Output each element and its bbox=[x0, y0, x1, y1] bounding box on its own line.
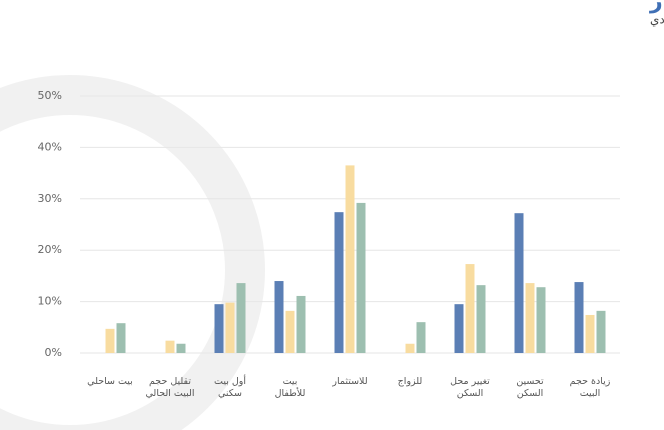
x-tick-label: بيت للأطفال bbox=[274, 376, 306, 399]
bar bbox=[116, 323, 126, 353]
x-tick-label: تغيير محل السكن bbox=[450, 376, 490, 399]
bar bbox=[574, 282, 584, 353]
bar bbox=[105, 328, 115, 353]
bar bbox=[454, 304, 464, 353]
x-tick-label: تحسين السكن bbox=[516, 376, 544, 399]
bar bbox=[356, 202, 366, 353]
y-tick-label: 20% bbox=[38, 243, 62, 256]
bar bbox=[285, 310, 295, 353]
bar bbox=[525, 283, 535, 353]
bar bbox=[514, 213, 524, 353]
bar bbox=[405, 343, 415, 353]
x-tick-label: للزواج bbox=[397, 376, 423, 387]
y-tick-label: 30% bbox=[38, 192, 62, 205]
chart-title: الغرض من شراء العقار bbox=[649, 0, 664, 14]
bar bbox=[416, 322, 426, 353]
bar bbox=[536, 287, 546, 353]
bar bbox=[334, 212, 344, 353]
x-tick-label: زيادة حجم البيت bbox=[569, 376, 611, 399]
x-tick-label: بيت ساحلي bbox=[87, 376, 133, 387]
chart-subtitle: (ما الهدف من شراء الوحدة العقارية؟ ( الت… bbox=[650, 13, 664, 28]
bar bbox=[165, 340, 175, 353]
watermark bbox=[0, 75, 265, 430]
bar bbox=[345, 165, 355, 353]
bar bbox=[176, 343, 186, 353]
y-tick-label: 10% bbox=[38, 295, 62, 308]
x-tick-label: تقليل حجم البيت الحالي bbox=[145, 376, 195, 399]
y-tick-label: 40% bbox=[38, 140, 62, 153]
bar bbox=[274, 281, 284, 353]
bar bbox=[236, 283, 246, 353]
bar bbox=[214, 304, 224, 353]
y-tick-label: 0% bbox=[45, 346, 62, 359]
bar bbox=[476, 285, 486, 353]
x-tick-label: للاستثمار bbox=[332, 376, 368, 387]
bar bbox=[596, 310, 606, 353]
bar bbox=[296, 295, 306, 353]
bar bbox=[465, 264, 475, 353]
y-tick-label: 50% bbox=[38, 89, 62, 102]
bar bbox=[585, 314, 595, 353]
bar bbox=[225, 302, 235, 353]
x-tick-label: أول بيت سكني bbox=[214, 376, 246, 399]
